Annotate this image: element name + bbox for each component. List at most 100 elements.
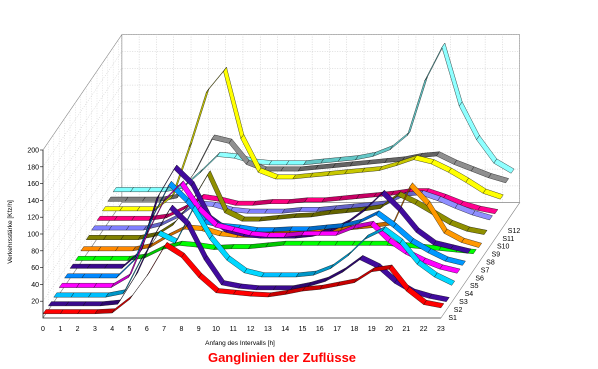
y-tick-label: 100 xyxy=(27,232,39,239)
y-tick-label: 160 xyxy=(27,181,39,188)
ribbon-segment xyxy=(92,256,114,261)
ribbon-segment xyxy=(428,293,450,302)
ribbon-segment xyxy=(93,283,115,288)
ribbon-segment xyxy=(275,174,297,180)
ribbon-segment xyxy=(131,216,153,221)
ribbon-segment xyxy=(91,225,113,231)
ribbon-segment xyxy=(86,263,108,269)
ribbon-s3 xyxy=(53,205,455,298)
ribbon-segment xyxy=(75,256,97,261)
ribbon-segment xyxy=(488,173,509,184)
ribbon-segment xyxy=(289,226,311,232)
ribbon-segment xyxy=(280,166,302,172)
x-tick-label: 9 xyxy=(197,326,201,333)
ribbon-segment xyxy=(301,231,323,236)
y-tick-label: 200 xyxy=(27,148,39,155)
x-axis: 0 1 2 3 4 5 6 7 8 9 10 11 12 13 14 15 16 17 18 19 20 21 22 23 xyxy=(41,317,445,333)
x-tick-label: 6 xyxy=(145,326,149,333)
ribbon-segment xyxy=(241,216,263,222)
ribbon-segment xyxy=(466,226,488,235)
ribbon-segment xyxy=(80,246,102,252)
x-tick-label: 22 xyxy=(420,326,428,333)
y-tick-label: 140 xyxy=(27,198,39,205)
ribbon-segment xyxy=(461,237,482,248)
ribbon-segment xyxy=(115,246,137,252)
ribbon-segment xyxy=(369,240,391,246)
x-tick-label: 16 xyxy=(316,326,324,333)
ribbon-segment xyxy=(142,196,164,202)
ribbon-segment xyxy=(268,160,290,166)
ribbon-series-14 xyxy=(112,42,515,193)
series-label: S2 xyxy=(454,307,463,314)
ribbon-segment xyxy=(272,285,294,291)
ribbon-segment xyxy=(113,216,135,221)
series-label: S4 xyxy=(465,291,474,298)
ribbon-segment xyxy=(58,283,80,288)
y-tick-label: 40 xyxy=(31,282,39,289)
ribbon-s12 xyxy=(102,66,504,212)
y-axis-label: Verkehrsstärke [Kfz/h] xyxy=(7,200,14,264)
x-tick-label: 5 xyxy=(128,326,132,333)
ribbon-segment xyxy=(493,158,515,174)
x-tick-label: 3 xyxy=(93,326,97,333)
ribbon-segment xyxy=(96,216,118,221)
y-tick-label: 180 xyxy=(27,164,39,171)
x-tick-label: 23 xyxy=(437,326,445,333)
ribbon-segment xyxy=(444,256,466,266)
x-axis-label: Anfang des Intervalls [h] xyxy=(205,340,275,347)
y-tick-label: 80 xyxy=(31,248,39,255)
ribbon-segment xyxy=(64,273,86,279)
ribbon-s11 xyxy=(96,188,499,221)
ribbon-segment xyxy=(299,240,321,246)
series-label: S12 xyxy=(508,228,521,235)
x-tick-label: 14 xyxy=(281,326,289,333)
ribbon-segment xyxy=(70,292,92,298)
ribbon-segment xyxy=(482,188,504,200)
ribbon-segment xyxy=(102,206,124,212)
ribbon-segment xyxy=(69,263,91,269)
x-tick-label: 21 xyxy=(402,326,410,333)
ribbon-segment xyxy=(423,300,445,309)
series-label: S3 xyxy=(459,299,468,306)
x-tick-label: 19 xyxy=(368,326,376,333)
y-tick-label: 120 xyxy=(27,215,39,222)
ribbon-segment xyxy=(104,263,126,269)
x-tick-label: 11 xyxy=(230,326,237,333)
ribbon-segment xyxy=(298,207,320,212)
chart-title: Ganglinien der Zuflüsse xyxy=(208,350,356,365)
chart-ribbons xyxy=(42,42,515,314)
ribbon-segment xyxy=(266,232,288,238)
ribbon-segment xyxy=(59,309,81,314)
ribbon-segment xyxy=(250,291,272,298)
series-label: S1 xyxy=(448,315,457,322)
ribbon-segment xyxy=(471,210,493,221)
ribbon-segment xyxy=(124,196,146,202)
x-tick-label: 18 xyxy=(351,326,359,333)
series-label: S7 xyxy=(481,267,490,274)
x-tick-label: 12 xyxy=(247,326,255,333)
ribbon-segment xyxy=(94,308,116,314)
ribbon-segment xyxy=(317,240,339,246)
ribbon-segment xyxy=(65,301,87,307)
ribbon-segment xyxy=(112,187,134,192)
ribbon-segment xyxy=(246,208,268,214)
ribbon-segment xyxy=(85,235,107,240)
ribbon-segment xyxy=(125,225,147,231)
ribbon-segment xyxy=(98,273,120,279)
ribbon-segment xyxy=(120,235,142,240)
ribbon-segment xyxy=(103,235,125,240)
ribbon-segment xyxy=(53,292,75,298)
ribbon-segment xyxy=(82,301,104,307)
x-tick-label: 8 xyxy=(179,326,183,333)
ribbon-segment xyxy=(109,256,131,261)
x-tick-label: 0 xyxy=(41,326,45,333)
ribbon-segment xyxy=(108,225,130,231)
ribbon-segment xyxy=(255,285,277,291)
x-tick-label: 13 xyxy=(264,326,272,333)
y-tick-label: 60 xyxy=(31,265,39,272)
ribbon-segment xyxy=(88,292,110,298)
x-tick-label: 20 xyxy=(385,326,393,333)
